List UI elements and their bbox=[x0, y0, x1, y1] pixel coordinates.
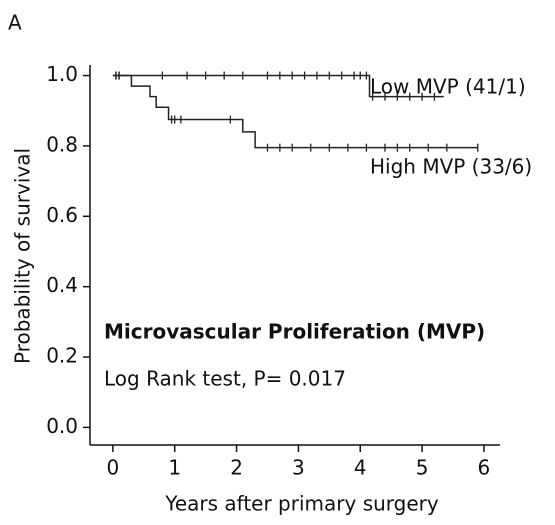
y-tick-label: 0.0 bbox=[46, 414, 78, 438]
y-tick-label: 0.2 bbox=[46, 344, 78, 368]
x-tick-label: 6 bbox=[478, 456, 491, 480]
x-tick-label: 5 bbox=[416, 456, 429, 480]
y-tick-label: 0.4 bbox=[46, 273, 78, 297]
panel-label: A bbox=[8, 11, 22, 35]
x-tick-label: 3 bbox=[292, 456, 305, 480]
x-tick-label: 0 bbox=[107, 456, 120, 480]
x-tick-label: 2 bbox=[230, 456, 243, 480]
annotation: Log Rank test, P= 0.017 bbox=[104, 367, 346, 391]
y-tick-label: 1.0 bbox=[46, 62, 78, 86]
annotation: Microvascular Proliferation (MVP) bbox=[104, 320, 485, 344]
y-axis-label: Probability of survival bbox=[11, 148, 35, 364]
x-axis-label: Years after primary surgery bbox=[164, 492, 439, 516]
series-label: Low MVP (41/1) bbox=[370, 75, 526, 99]
y-tick-label: 0.8 bbox=[46, 132, 78, 156]
y-tick-label: 0.6 bbox=[46, 203, 78, 227]
x-tick-label: 1 bbox=[168, 456, 181, 480]
series-label: High MVP (33/6) bbox=[370, 155, 532, 179]
survival-curve bbox=[112, 74, 444, 98]
survival-curve bbox=[112, 74, 478, 149]
x-tick-label: 4 bbox=[354, 456, 367, 480]
